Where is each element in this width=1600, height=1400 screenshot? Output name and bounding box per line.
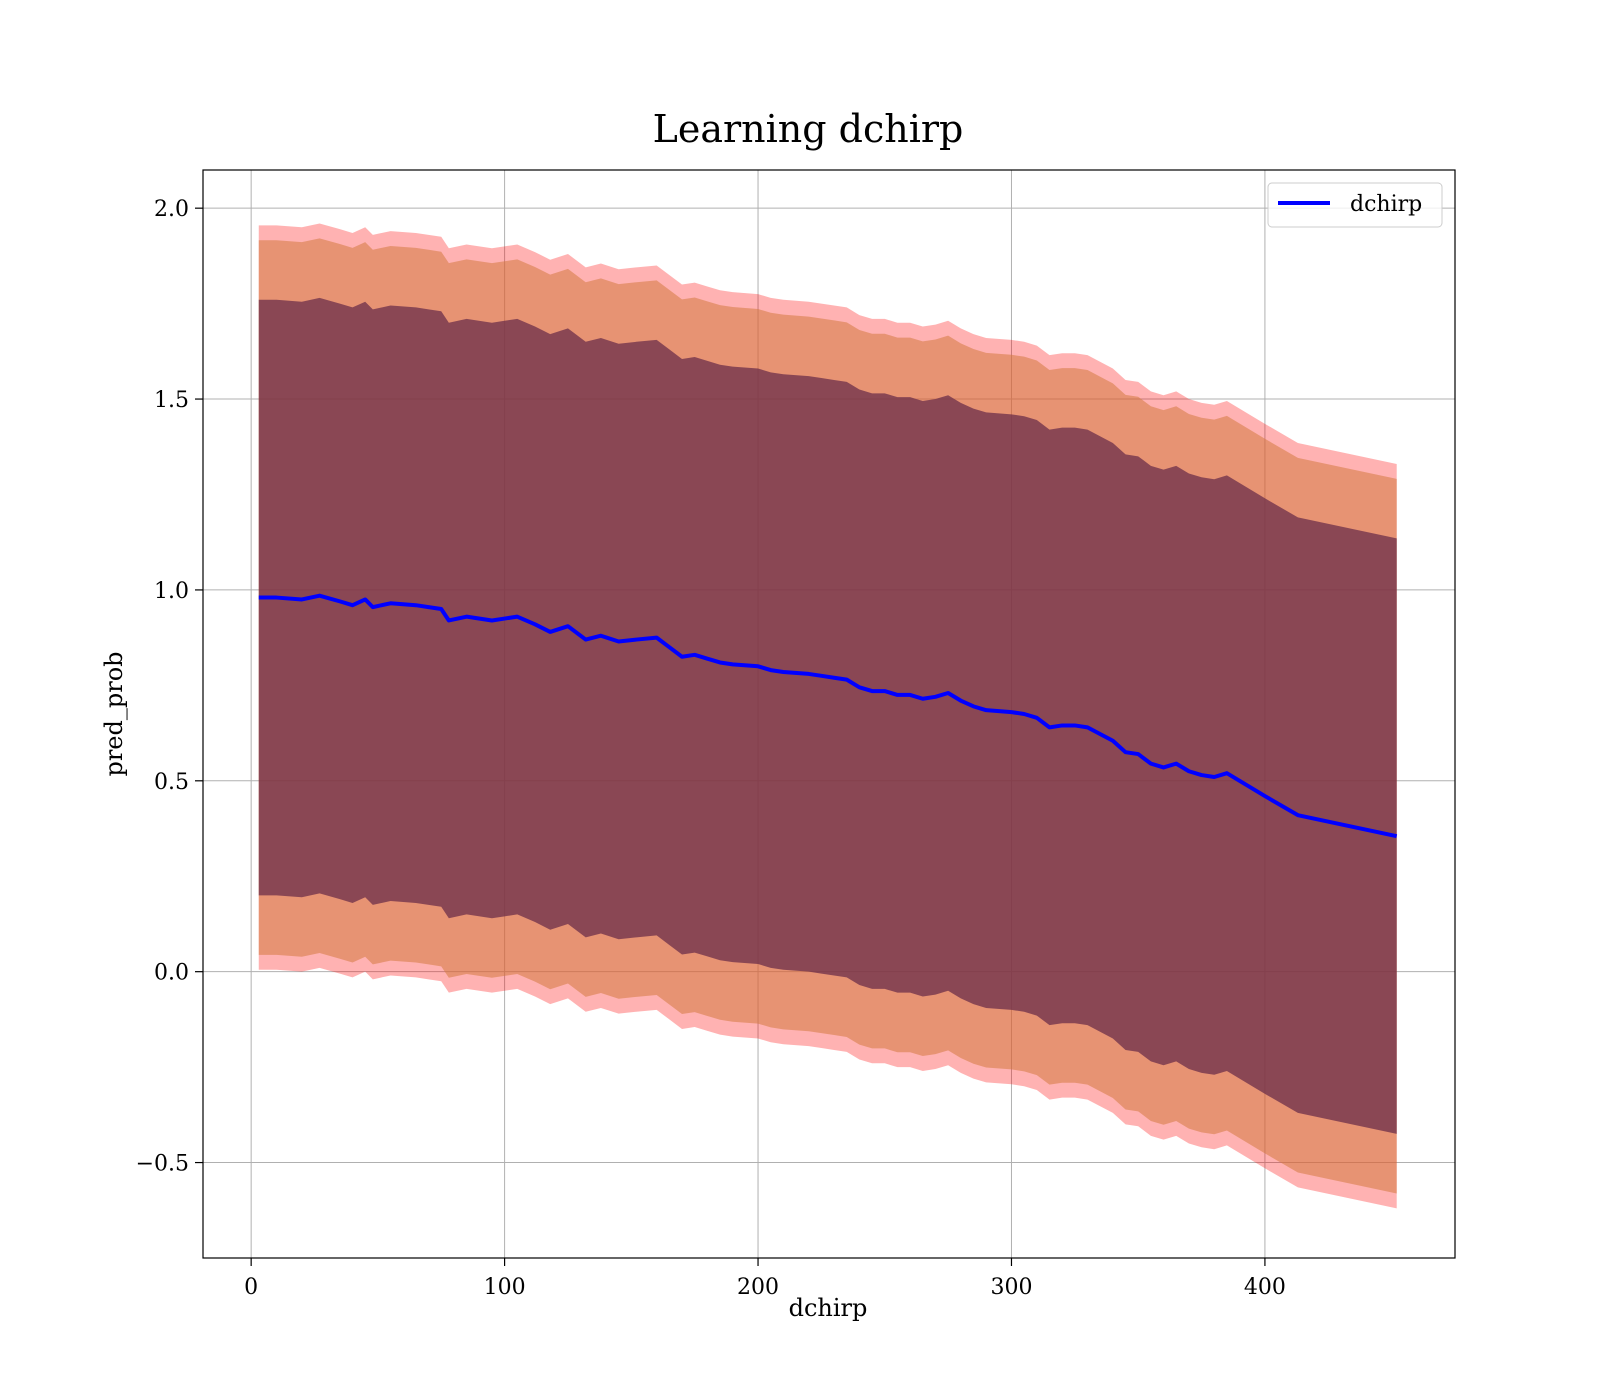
y-tick-label: 1.5: [154, 388, 189, 413]
x-tick-label: 300: [990, 1275, 1032, 1300]
x-tick-label: 200: [737, 1275, 779, 1300]
y-tick-label: 1.0: [154, 579, 189, 604]
x-tick-label: 400: [1244, 1275, 1286, 1300]
legend-box: [1267, 182, 1443, 228]
series-line-dchirp: [258, 593, 1398, 839]
y-tick-label: 0.0: [154, 961, 189, 986]
x-tick-label: 0: [244, 1275, 258, 1300]
legend-label-dchirp: dchirp: [1350, 192, 1422, 217]
y-tick-label: −0.5: [136, 1152, 189, 1177]
chart-title: Learning dchirp: [653, 107, 964, 151]
legend: dchirp: [1267, 182, 1443, 228]
x-tick-label: 100: [484, 1275, 526, 1300]
series-lines: [258, 593, 1398, 839]
y-axis-ticks: −0.5 0.0 0.5 1.0 1.5 2.0: [136, 197, 203, 1177]
band-3: [258, 297, 1397, 1134]
y-tick-label: 2.0: [154, 197, 189, 222]
uncertainty-bands: [258, 223, 1397, 1209]
y-axis-label: pred_prob: [100, 651, 128, 776]
x-axis-label: dchirp: [789, 1294, 868, 1322]
plot-frame: [202, 169, 1456, 1259]
x-axis-ticks: 0 100 200 300 400: [244, 1258, 1286, 1300]
y-tick-label: 0.5: [154, 770, 189, 795]
